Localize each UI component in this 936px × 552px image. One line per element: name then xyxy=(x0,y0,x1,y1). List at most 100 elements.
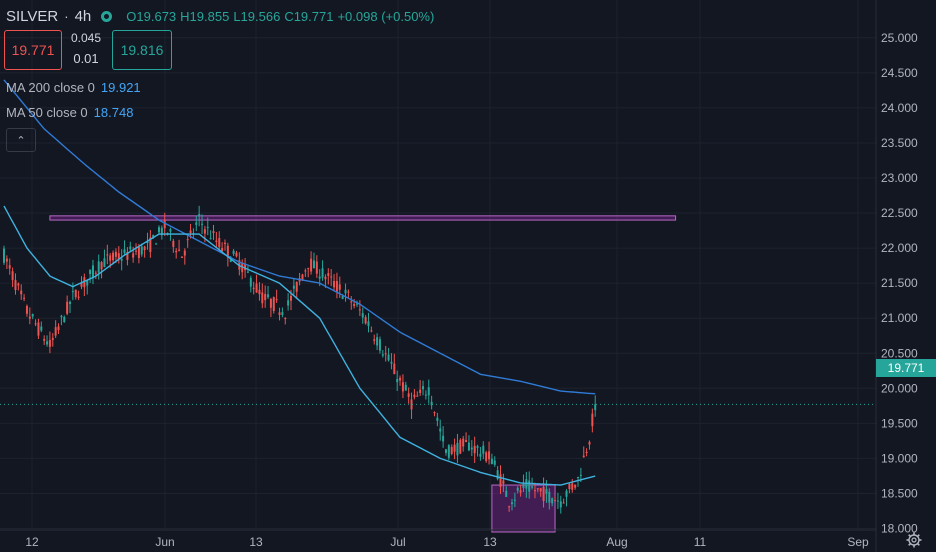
candle-body xyxy=(577,477,579,479)
candle-body xyxy=(353,303,356,306)
candle-body xyxy=(416,395,419,397)
candle-body xyxy=(54,327,57,336)
candle-body xyxy=(565,490,568,497)
candle-body xyxy=(292,285,295,289)
candlestick-series xyxy=(3,205,597,514)
candle-body xyxy=(476,446,479,448)
interval-label[interactable]: 4h xyxy=(74,8,92,25)
x-tick-label: 12 xyxy=(25,535,39,549)
ma200-label: MA 200 close 0 xyxy=(6,80,95,95)
candle-body xyxy=(14,280,17,291)
symbol-name[interactable]: SILVER xyxy=(6,8,59,25)
candle-body xyxy=(226,245,229,258)
candle-body xyxy=(361,313,364,318)
ma50-legend[interactable]: MA 50 close 0 18.748 xyxy=(6,105,133,120)
candle-body xyxy=(290,295,292,301)
candle-body xyxy=(574,484,577,488)
x-tick-label: Aug xyxy=(606,535,627,549)
candle-body xyxy=(427,387,430,396)
candle-body xyxy=(407,393,410,397)
y-tick-label: 22.000 xyxy=(881,241,918,255)
candle-body xyxy=(94,272,97,274)
candle-body xyxy=(203,229,206,234)
chart-grid xyxy=(0,0,876,530)
buy-button[interactable]: 19.816 xyxy=(112,30,172,70)
ma200-legend[interactable]: MA 200 close 0 19.921 xyxy=(6,80,141,95)
candle-body xyxy=(221,247,224,252)
candle-body xyxy=(453,444,456,452)
y-tick-label: 20.000 xyxy=(881,381,918,395)
candle-body xyxy=(465,440,468,443)
candle-body xyxy=(40,326,43,331)
candle-body xyxy=(258,289,261,295)
candle-body xyxy=(522,482,525,488)
candle-body xyxy=(31,314,34,317)
candle-body xyxy=(51,338,54,340)
candle-body xyxy=(69,301,72,304)
candle-body xyxy=(356,303,359,305)
candle-body xyxy=(462,438,465,447)
y-tick-label: 21.500 xyxy=(881,276,918,290)
candle-body xyxy=(284,318,287,320)
candle-body xyxy=(459,440,462,454)
candle-body xyxy=(424,394,427,396)
candle-body xyxy=(456,442,459,456)
candle-body xyxy=(301,274,304,281)
symbol-legend: SILVER · 4h O19.673 H19.855 L19.566 C19.… xyxy=(6,8,434,25)
candle-body xyxy=(531,486,534,488)
candle-body xyxy=(155,243,158,245)
candle-body xyxy=(252,287,255,289)
candle-body xyxy=(23,297,26,299)
candle-body xyxy=(536,488,539,490)
candle-body xyxy=(450,447,453,454)
candle-body xyxy=(399,377,402,381)
gear-icon[interactable] xyxy=(906,532,922,548)
candle-body xyxy=(413,394,416,398)
candle-body xyxy=(180,256,183,258)
candle-body xyxy=(212,231,215,233)
candle-body xyxy=(513,499,516,501)
candle-body xyxy=(172,240,175,247)
x-tick-label: 13 xyxy=(483,535,497,549)
candle-body xyxy=(135,250,138,252)
time-axis: 12 Jun 13 Jul 13 Aug 11 Sep xyxy=(0,529,876,549)
candle-body xyxy=(46,341,49,345)
candle-body xyxy=(109,255,112,261)
candle-body xyxy=(175,250,178,253)
candle-body xyxy=(335,281,338,292)
candle-body xyxy=(571,483,574,490)
candle-body xyxy=(117,253,120,260)
candle-body xyxy=(80,282,83,287)
candle-body xyxy=(77,296,80,298)
candle-body xyxy=(229,259,232,262)
candle-body xyxy=(91,265,94,278)
candle-body xyxy=(60,315,63,318)
candle-body xyxy=(321,268,324,278)
candle-body xyxy=(201,223,204,225)
quantity-value[interactable]: 0.01 xyxy=(73,51,99,66)
candle-body xyxy=(568,483,571,490)
candle-body xyxy=(129,246,132,250)
candle-body xyxy=(330,276,333,278)
candle-body xyxy=(143,246,146,251)
ohlc-open: O19.673 xyxy=(126,9,177,24)
candle-body xyxy=(100,262,103,270)
candle-body xyxy=(178,249,181,251)
sell-button[interactable]: 19.771 xyxy=(4,30,62,70)
ma50-value: 18.748 xyxy=(93,105,134,120)
candle-body xyxy=(315,261,318,274)
candle-body xyxy=(588,441,591,445)
candle-body xyxy=(37,322,40,336)
candle-body xyxy=(387,354,390,361)
candle-body xyxy=(275,299,278,301)
candle-body xyxy=(206,226,209,228)
chevron-up-icon[interactable]: ⌃ xyxy=(6,128,36,152)
candle-body xyxy=(479,453,482,457)
candle-body xyxy=(556,500,559,502)
candle-body xyxy=(20,290,23,295)
y-tick-label: 20.500 xyxy=(881,346,918,360)
candle-body xyxy=(223,242,226,245)
candle-body xyxy=(419,389,422,393)
candle-body xyxy=(401,382,404,392)
